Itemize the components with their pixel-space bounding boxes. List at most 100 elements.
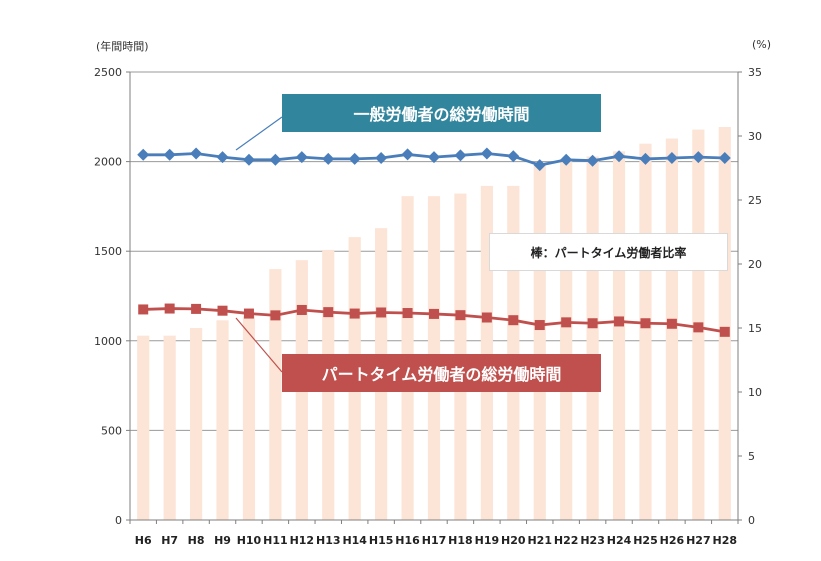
right-tick-label-30: 30 — [748, 130, 762, 143]
part-time-hours-point-H26 — [666, 318, 677, 329]
part-time-hours-point-H23 — [587, 318, 598, 329]
general-hours-point-H26 — [665, 152, 678, 165]
left-tick-label-0: 0 — [115, 514, 122, 527]
bar-H28 — [718, 127, 731, 520]
general-hours-point-H16 — [401, 148, 414, 161]
general-hours-point-H7 — [163, 148, 176, 161]
part-callout-connector — [235, 317, 283, 373]
part-time-hours-point-H16 — [402, 308, 413, 319]
right-tick-label-5: 5 — [748, 450, 755, 463]
x-tick-label-H13: H13 — [316, 534, 341, 547]
x-tick-label-H14: H14 — [342, 534, 367, 547]
bar-H26 — [665, 138, 678, 520]
general-hours-point-H20 — [507, 150, 520, 163]
general-hours-point-H8 — [190, 147, 203, 160]
x-tick-label-H17: H17 — [422, 534, 447, 547]
general-hours-point-H6 — [137, 148, 150, 161]
bar-H7 — [163, 335, 176, 520]
part-time-hours-point-H27 — [693, 322, 704, 333]
general-hours-point-H25 — [639, 152, 652, 165]
left-tick-label-500: 500 — [101, 424, 122, 437]
part-time-hours-point-H6 — [138, 304, 149, 315]
bar-H24 — [612, 151, 626, 521]
x-tick-label-H18: H18 — [448, 534, 473, 547]
x-tick-label-H27: H27 — [686, 534, 711, 547]
general-hours-point-H15 — [375, 152, 388, 165]
bar-H23 — [586, 156, 599, 521]
general-hours-point-H22 — [560, 153, 573, 166]
x-tick-label-H15: H15 — [369, 534, 394, 547]
general-hours-point-H24 — [613, 150, 626, 163]
left-tick-label-1500: 1500 — [94, 245, 122, 258]
general-hours-point-H21 — [533, 159, 546, 172]
part-time-hours-point-H13 — [323, 307, 334, 318]
x-tick-label-H10: H10 — [237, 534, 262, 547]
right-tick-label-35: 35 — [748, 66, 762, 79]
part-time-hours-point-H24 — [614, 316, 625, 327]
x-tick-label-H23: H23 — [580, 534, 605, 547]
general-hours-point-H11 — [269, 153, 282, 166]
part-time-hours-point-H25 — [640, 318, 651, 329]
left-tick-label-2500: 2500 — [94, 66, 122, 79]
x-tick-label-H19: H19 — [475, 534, 500, 547]
x-tick-label-H6: H6 — [135, 534, 152, 547]
bar-H11 — [269, 269, 282, 520]
general-hours-point-H14 — [348, 152, 361, 165]
part-time-hours-point-H14 — [349, 308, 360, 319]
general-callout-connector — [235, 116, 283, 151]
right-tick-label-0: 0 — [748, 514, 755, 527]
general-hours-point-H12 — [295, 151, 308, 164]
part-time-hours-point-H12 — [296, 304, 307, 315]
x-tick-label-H8: H8 — [188, 534, 205, 547]
x-tick-label-H9: H9 — [214, 534, 231, 547]
bar-H6 — [137, 335, 150, 520]
left-tick-label-1000: 1000 — [94, 335, 122, 348]
part-time-hours-point-H18 — [455, 310, 466, 321]
bar-H8 — [190, 328, 203, 520]
x-tick-label-H21: H21 — [527, 534, 552, 547]
right-axis-unit-label: (%) — [752, 38, 772, 51]
general-hours-point-H23 — [586, 154, 599, 167]
x-tick-label-H7: H7 — [161, 534, 178, 547]
part-time-hours-point-H8 — [191, 303, 202, 314]
bar-H21 — [533, 164, 546, 520]
general-worker-hours-callout: 一般労働者の総労働時間 — [282, 94, 601, 132]
part-time-hours-point-H10 — [243, 308, 254, 319]
bar-H10 — [242, 316, 256, 520]
general-hours-point-H19 — [480, 147, 493, 160]
bar-H9 — [216, 320, 229, 520]
right-tick-label-20: 20 — [748, 258, 762, 271]
general-hours-point-H9 — [216, 151, 229, 164]
x-tick-label-H22: H22 — [554, 534, 579, 547]
general-hours-point-H10 — [242, 153, 255, 166]
general-hours-point-H18 — [454, 149, 467, 162]
x-tick-label-H11: H11 — [263, 534, 288, 547]
part-time-hours-point-H21 — [534, 320, 545, 331]
right-tick-label-15: 15 — [748, 322, 762, 335]
part-time-hours-point-H11 — [270, 310, 281, 321]
part-time-hours-point-H20 — [508, 315, 519, 326]
part-time-hours-point-H17 — [429, 308, 439, 319]
x-tick-label-H28: H28 — [713, 534, 738, 547]
part-time-hours-point-H28 — [719, 326, 730, 337]
bar-H25 — [639, 143, 652, 520]
x-tick-label-H24: H24 — [607, 534, 632, 547]
general-hours-point-H28 — [718, 152, 731, 165]
general-hours-point-H17 — [428, 151, 440, 164]
part-time-worker-hours-callout: パートタイム労働者の総労働時間 — [282, 354, 601, 392]
part-time-hours-point-H19 — [481, 312, 492, 323]
bar-H22 — [560, 159, 573, 521]
bar-series-legend: 棒：パートタイム労働者比率 — [489, 233, 728, 271]
right-tick-label-25: 25 — [748, 194, 762, 207]
right-tick-label-10: 10 — [748, 386, 762, 399]
left-axis-unit-label: (年間時間) — [96, 40, 149, 53]
part-time-hours-point-H15 — [376, 307, 387, 318]
x-tick-label-H26: H26 — [660, 534, 685, 547]
general-hours-point-H13 — [322, 152, 335, 165]
x-tick-label-H25: H25 — [633, 534, 658, 547]
x-tick-label-H20: H20 — [501, 534, 526, 547]
x-tick-label-H12: H12 — [290, 534, 315, 547]
left-tick-label-2000: 2000 — [94, 156, 122, 169]
general-hours-point-H27 — [692, 151, 705, 164]
